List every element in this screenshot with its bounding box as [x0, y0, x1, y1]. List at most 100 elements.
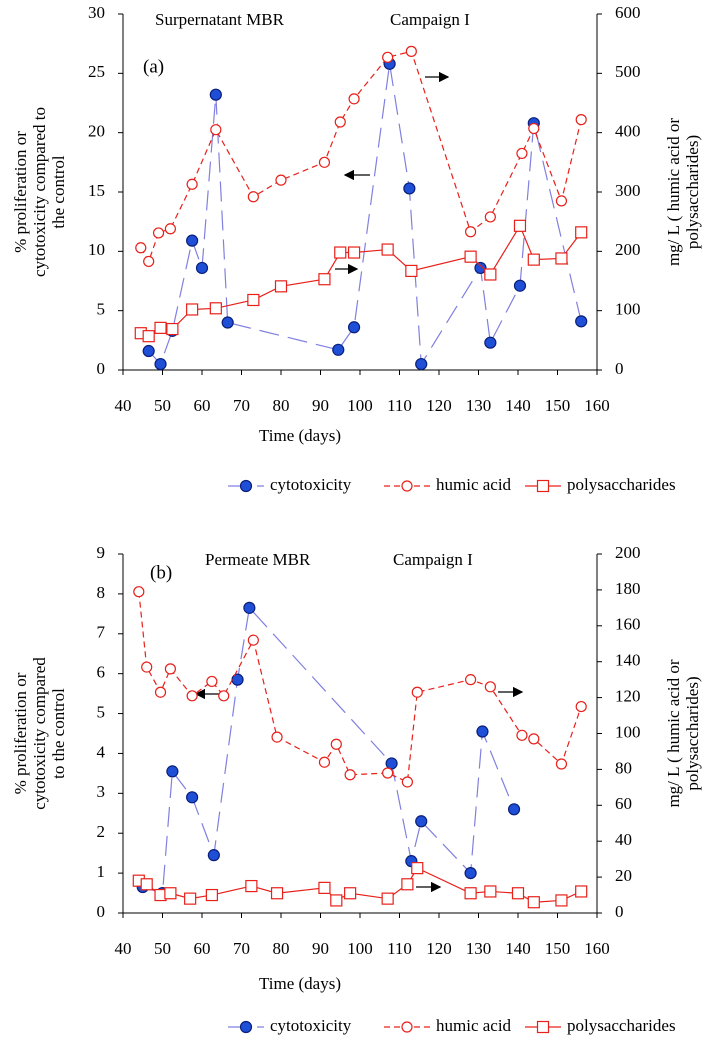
marker	[135, 242, 147, 254]
marker	[318, 156, 331, 168]
marker	[415, 815, 428, 828]
marker	[555, 252, 568, 265]
marker	[465, 226, 477, 238]
y-tick-label: 6	[97, 663, 106, 682]
marker	[555, 195, 568, 207]
arrows	[194, 71, 524, 893]
marker	[575, 114, 587, 126]
series-line	[140, 224, 582, 337]
legend-label: humic acid	[436, 1016, 512, 1035]
marker	[218, 690, 230, 702]
marker	[575, 700, 587, 713]
marker	[344, 769, 356, 781]
x-tick-label: 70	[233, 396, 250, 415]
marker	[186, 791, 199, 804]
marker	[154, 686, 167, 698]
y-tick-label: 1	[97, 862, 106, 881]
marker	[527, 896, 540, 909]
y-tick-label: 30	[88, 3, 105, 22]
y-tick-label: 5	[97, 300, 106, 319]
marker	[382, 51, 394, 63]
marker	[210, 124, 222, 136]
marker	[186, 234, 199, 247]
y2-axis-label: polysaccharides)	[683, 676, 702, 790]
marker	[516, 147, 528, 160]
series-line	[138, 591, 582, 783]
marker	[575, 315, 588, 328]
marker	[405, 45, 417, 57]
marker	[186, 690, 198, 702]
marker	[484, 211, 496, 223]
marker	[142, 330, 155, 343]
y2-axis-label: polysaccharides)	[683, 135, 702, 249]
y-tick-label: 5	[97, 702, 106, 721]
marker	[207, 849, 220, 862]
marker	[415, 357, 428, 371]
marker	[555, 894, 568, 907]
series-line	[148, 63, 582, 366]
x-tick-label: 80	[273, 939, 290, 958]
y-tick-label: 0	[97, 902, 106, 921]
legend-marker	[239, 1020, 253, 1034]
x-tick-label: 40	[115, 396, 132, 415]
marker	[247, 293, 260, 307]
y-axis-label: % proliferation or	[11, 672, 30, 794]
marker	[142, 344, 155, 358]
marker	[511, 887, 525, 900]
y-axis-label: the control	[49, 155, 68, 228]
x-tick-label: 70	[233, 939, 250, 958]
y2-axis-label: mg/ L ( humic acid or	[664, 118, 683, 266]
chart-title: Surpernatant MBR	[155, 10, 285, 29]
x-tick-label: 120	[426, 396, 452, 415]
y2-tick-label: 60	[615, 794, 632, 813]
marker	[347, 321, 361, 334]
y2-tick-label: 200	[615, 543, 641, 562]
marker	[401, 776, 413, 788]
series-line	[142, 606, 515, 894]
marker	[516, 729, 528, 741]
legend-label: cytotoxicity	[270, 475, 352, 494]
marker	[271, 731, 283, 743]
marker	[385, 757, 398, 770]
marker	[484, 336, 497, 349]
y-axis-label: to the control	[49, 688, 68, 779]
y-tick-label: 3	[97, 782, 106, 801]
y2-tick-label: 600	[615, 3, 641, 22]
x-tick-label: 50	[154, 396, 171, 415]
y-axis-label: cytotoxicity compared to	[30, 107, 49, 277]
x-tick-label: 140	[505, 939, 531, 958]
x-tick-label: 80	[273, 396, 290, 415]
y2-tick-label: 20	[615, 866, 632, 885]
marker	[247, 191, 259, 203]
marker	[206, 675, 218, 688]
x-tick-label: 110	[387, 396, 412, 415]
marker	[464, 887, 477, 900]
y-tick-label: 20	[88, 122, 105, 141]
marker	[245, 879, 258, 893]
y-tick-label: 7	[97, 623, 106, 642]
legend-label: polysaccharides	[567, 475, 676, 494]
legend-marker	[401, 1021, 413, 1033]
marker	[332, 343, 345, 356]
marker	[513, 279, 527, 292]
x-tick-label: 160	[584, 939, 610, 958]
marker	[152, 227, 165, 239]
y2-axis-label: mg/ L ( humic acid or	[664, 659, 683, 807]
marker	[243, 601, 256, 614]
y-tick-label: 25	[88, 62, 105, 81]
x-tick-label: 100	[347, 396, 373, 415]
y2-tick-label: 140	[615, 651, 641, 670]
panel-label: (a)	[143, 56, 164, 77]
marker	[528, 733, 540, 745]
legend-marker	[239, 479, 253, 493]
legend-marker	[536, 1020, 550, 1034]
marker	[334, 246, 347, 259]
marker	[575, 226, 588, 239]
y2-tick-label: 100	[615, 300, 641, 319]
marker	[513, 219, 527, 232]
chart-title: Permeate MBR	[205, 550, 311, 569]
y2-tick-label: 100	[615, 722, 641, 741]
marker	[465, 674, 477, 686]
x-tick-label: 130	[466, 939, 492, 958]
